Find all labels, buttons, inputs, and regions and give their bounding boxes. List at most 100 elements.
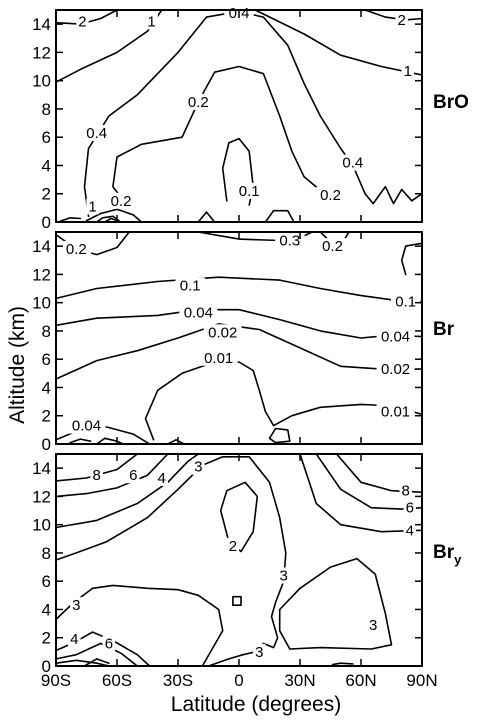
y-tick-label: 8 bbox=[42, 544, 51, 563]
x-tick-label: 90N bbox=[406, 671, 437, 690]
contour-label: 2 bbox=[397, 12, 405, 29]
contour-label: 6 bbox=[129, 467, 137, 484]
y-tick-label: 10 bbox=[32, 294, 51, 313]
species-label: Bry bbox=[433, 542, 462, 567]
y-tick-label: 14 bbox=[32, 237, 51, 256]
contour-line bbox=[56, 454, 200, 529]
contour-label: 0.02 bbox=[208, 324, 237, 341]
x-tick-label: 60N bbox=[345, 671, 376, 690]
x-tick-label: 30S bbox=[163, 671, 193, 690]
y-tick-label: 8 bbox=[42, 100, 51, 119]
contour-label: 1 bbox=[88, 198, 96, 215]
contour-label: 8 bbox=[402, 483, 410, 500]
contour-label: 1 bbox=[404, 63, 412, 80]
contour-label: 1 bbox=[147, 13, 155, 30]
contour-line bbox=[59, 217, 82, 222]
contour-label: 0.02 bbox=[381, 361, 410, 378]
y-tick-label: 6 bbox=[42, 350, 51, 369]
y-tick-label: 14 bbox=[32, 459, 51, 478]
contour-line bbox=[56, 308, 422, 339]
contour-line bbox=[56, 659, 110, 666]
contour-label: 0.2 bbox=[188, 94, 209, 111]
x-tick-label: 90S bbox=[41, 671, 71, 690]
species-label: Br bbox=[433, 319, 455, 340]
contour-line bbox=[56, 426, 151, 444]
contour-line bbox=[278, 557, 393, 650]
contour-line bbox=[83, 10, 422, 218]
y-tick-label: 12 bbox=[32, 265, 51, 284]
contour-label: 0.01 bbox=[204, 350, 233, 367]
contour-line bbox=[104, 217, 118, 222]
contour-label: 0.1 bbox=[239, 183, 260, 200]
contour-label: 3 bbox=[280, 568, 288, 585]
contour-label: 0.01 bbox=[381, 403, 410, 420]
contour-label: 0.04 bbox=[381, 329, 410, 346]
contour-line bbox=[56, 642, 139, 666]
x-tick-label: 0 bbox=[234, 671, 243, 690]
contour-line bbox=[56, 456, 287, 666]
contour-line bbox=[268, 427, 291, 444]
contour-label: 3 bbox=[72, 597, 80, 614]
y-tick-label: 8 bbox=[42, 322, 51, 341]
contour-line bbox=[85, 208, 143, 222]
contour-label: 0.2 bbox=[322, 238, 343, 255]
contour-line bbox=[232, 595, 242, 606]
contour-line bbox=[254, 10, 422, 76]
contour-label: 0.04 bbox=[184, 305, 213, 322]
contour-line bbox=[364, 10, 422, 21]
contour-label: 8 bbox=[92, 467, 100, 484]
contour-label: 6 bbox=[105, 635, 113, 652]
y-tick-label: 6 bbox=[42, 128, 51, 147]
contour-line bbox=[56, 454, 169, 498]
contour-label: 4 bbox=[158, 470, 166, 487]
contour-line bbox=[400, 242, 422, 276]
contour-line bbox=[299, 454, 422, 533]
contour-label: 0.4 bbox=[86, 125, 107, 142]
y-tick-label: 2 bbox=[42, 407, 51, 426]
y-tick-label: 0 bbox=[42, 435, 51, 454]
contour-label: 4 bbox=[70, 631, 78, 648]
y-tick-label: 10 bbox=[32, 72, 51, 91]
y-tick-label: 12 bbox=[32, 43, 51, 62]
contour-line bbox=[83, 658, 110, 666]
contour-lines bbox=[56, 454, 422, 666]
contour-line bbox=[167, 439, 185, 444]
contour-label: 2 bbox=[78, 13, 86, 30]
x-tick-label: 60S bbox=[102, 671, 132, 690]
contour-line bbox=[112, 65, 342, 209]
contour-line bbox=[95, 215, 120, 222]
contour-label: 0.2 bbox=[66, 241, 87, 258]
y-tick-label: 0 bbox=[42, 213, 51, 232]
contour-line bbox=[69, 438, 92, 444]
contour-line bbox=[264, 209, 295, 222]
contour-label: 4 bbox=[406, 522, 414, 539]
contour-label: 0.3 bbox=[279, 232, 300, 249]
contour-label: 0.1 bbox=[180, 278, 201, 295]
contour-label: 0.04 bbox=[72, 418, 101, 435]
y-tick-label: 0 bbox=[42, 657, 51, 676]
y-tick-label: 14 bbox=[32, 15, 51, 34]
y-tick-label: 6 bbox=[42, 572, 51, 591]
contour-lines bbox=[56, 10, 422, 222]
contour-label: 0.2 bbox=[320, 187, 341, 204]
y-tick-label: 2 bbox=[42, 185, 51, 204]
y-tick-label: 4 bbox=[42, 156, 51, 175]
contour-label: 6 bbox=[406, 500, 414, 517]
contour-line bbox=[95, 437, 124, 444]
x-axis-title: Latitude (degrees) bbox=[171, 693, 341, 716]
species-label: BrO bbox=[433, 92, 469, 113]
contour-line bbox=[331, 662, 354, 666]
contour-line bbox=[144, 361, 422, 441]
contour-line bbox=[56, 10, 118, 25]
y-tick-label: 12 bbox=[32, 487, 51, 506]
contour-line bbox=[56, 276, 422, 303]
contour-label: 0.2 bbox=[111, 193, 132, 210]
y-tick-label: 2 bbox=[42, 629, 51, 648]
contour-labels: 0.2 0.3 0.2 0.1 0.1 0.04 0.04 0.02 0.02 0.01 0.01 0… bbox=[61, 232, 421, 435]
y-tick-label: 4 bbox=[42, 600, 51, 619]
